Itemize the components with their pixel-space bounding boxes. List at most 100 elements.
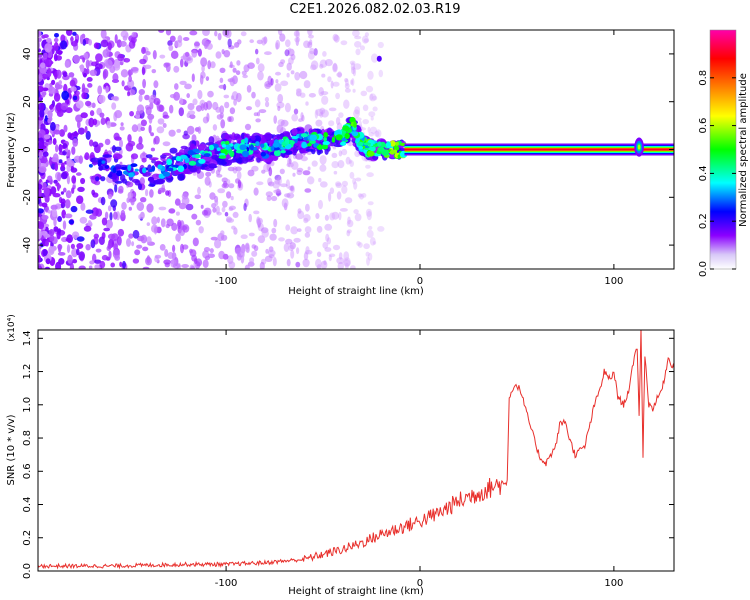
snr-y-ticks: 0.0 0.2 0.4 0.6 0.8 1.0 1.2 1.4 xyxy=(22,330,674,579)
noise-cell xyxy=(320,260,328,269)
noise-cell xyxy=(323,260,327,265)
noise-cell xyxy=(80,112,88,119)
ridge-cell xyxy=(316,145,324,150)
noise-cell xyxy=(307,41,313,49)
noise-cell xyxy=(372,241,377,245)
noise-cell xyxy=(293,108,299,115)
snr-y-label: SNR (10 * v/v) xyxy=(6,414,17,485)
y-tick-label: -40 xyxy=(22,237,33,253)
noise-cell xyxy=(127,191,134,200)
noise-cell xyxy=(120,122,124,127)
noise-cell xyxy=(369,93,374,101)
noise-cell xyxy=(305,246,310,255)
noise-cell xyxy=(319,59,328,68)
noise-cell xyxy=(315,213,320,219)
noise-cell xyxy=(181,196,190,205)
noise-cell xyxy=(146,222,150,227)
noise-cell xyxy=(303,252,309,261)
noise-cell xyxy=(162,141,171,147)
noise-cell xyxy=(372,95,378,101)
noise-cell xyxy=(346,230,351,237)
noise-cell xyxy=(138,136,143,145)
noise-cell xyxy=(217,32,222,41)
noise-cell xyxy=(248,232,255,237)
noise-cell xyxy=(38,132,43,138)
noise-cell xyxy=(214,30,218,37)
noise-cell xyxy=(131,124,139,133)
noise-cell xyxy=(296,88,302,97)
band-cell xyxy=(241,132,245,140)
noise-cell xyxy=(337,71,342,78)
noise-cell xyxy=(258,109,267,114)
noise-cell xyxy=(58,159,63,164)
y-tick-label: -20 xyxy=(22,189,33,205)
noise-cell xyxy=(60,198,66,205)
y-tick-label: 0.6 xyxy=(22,463,33,479)
noise-cell xyxy=(288,244,294,252)
noise-cell xyxy=(202,259,209,269)
noise-cell xyxy=(38,139,45,150)
noise-cell xyxy=(293,237,301,243)
noise-cell xyxy=(165,30,172,36)
ridge-cell xyxy=(220,148,228,154)
noise-cell xyxy=(241,70,247,76)
noise-cell xyxy=(67,149,71,157)
ridge-cell xyxy=(134,168,139,172)
noise-cell xyxy=(158,104,165,112)
noise-cell xyxy=(38,265,43,269)
noise-cell xyxy=(100,39,109,48)
noise-cell xyxy=(158,30,165,33)
noise-cell xyxy=(283,243,290,252)
noise-cell xyxy=(344,197,353,204)
noise-cell xyxy=(53,92,61,102)
ridge-cell xyxy=(249,144,254,151)
noise-cell xyxy=(186,125,195,135)
band-cell xyxy=(91,161,99,165)
noise-cell xyxy=(43,134,51,140)
noise-cell xyxy=(201,209,209,216)
noise-cell xyxy=(332,33,339,42)
noise-cell xyxy=(77,186,85,192)
noise-cell xyxy=(221,206,226,213)
noise-cell xyxy=(246,246,250,254)
band-cell xyxy=(217,160,228,166)
noise-cell xyxy=(222,200,228,208)
noise-cell xyxy=(305,101,309,106)
noise-cell xyxy=(75,100,84,109)
noise-cell xyxy=(47,209,51,214)
noise-cell xyxy=(51,209,58,218)
noise-cell xyxy=(294,71,301,81)
noise-cell xyxy=(251,165,259,172)
noise-cell xyxy=(146,203,154,213)
band-cell xyxy=(155,178,165,185)
band-cell xyxy=(95,176,100,182)
noise-cell xyxy=(279,33,286,42)
noise-cell xyxy=(367,252,373,261)
noise-cell xyxy=(224,211,229,217)
noise-cell xyxy=(86,68,90,75)
noise-cell xyxy=(170,50,179,59)
noise-cell xyxy=(363,38,370,43)
noise-cell xyxy=(316,225,323,233)
noise-cell xyxy=(123,58,131,63)
band-cell xyxy=(177,173,185,181)
noise-cell xyxy=(297,228,302,233)
noise-cell xyxy=(62,71,68,78)
noise-cell xyxy=(113,132,120,141)
noise-cell xyxy=(57,244,63,250)
noise-cell xyxy=(324,214,329,221)
noise-cell xyxy=(335,117,341,125)
noise-cell xyxy=(41,202,48,208)
noise-cell xyxy=(187,110,196,115)
noise-cell xyxy=(47,110,53,119)
noise-cell xyxy=(284,102,291,113)
ridge-cell xyxy=(188,160,197,166)
noise-cell xyxy=(165,190,170,196)
noise-cell xyxy=(315,258,322,268)
ridge-cell xyxy=(344,132,350,139)
noise-cell xyxy=(53,53,58,62)
noise-cell xyxy=(319,181,328,188)
ridge-cell xyxy=(192,148,200,152)
noise-cell xyxy=(39,67,47,74)
noise-cell xyxy=(291,113,299,122)
